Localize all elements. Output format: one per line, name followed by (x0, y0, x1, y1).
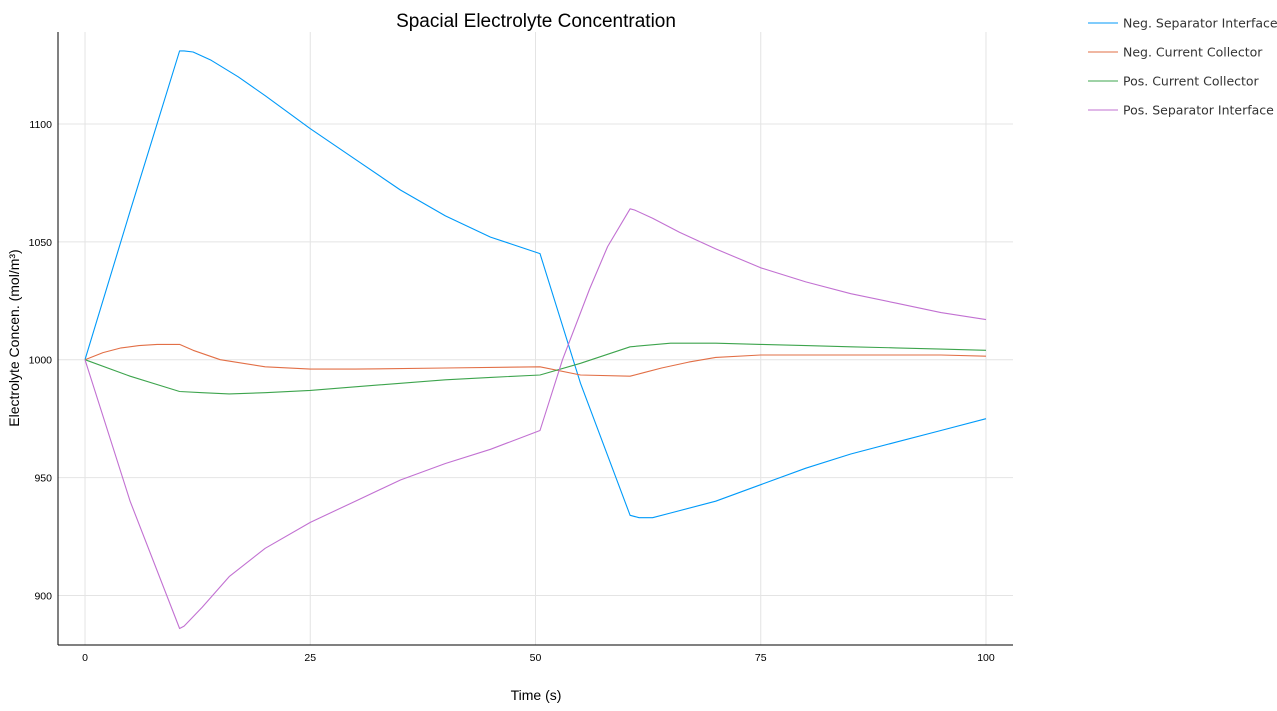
legend-label: Pos. Separator Interface (1123, 103, 1274, 118)
x-tick-label: 25 (304, 652, 316, 664)
y-tick-label: 1000 (29, 355, 53, 367)
series-layer (84, 50, 987, 630)
y-tick-label: 1100 (29, 119, 52, 131)
legend-item: Neg. Separator Interface (1088, 16, 1277, 31)
x-tick-label: 50 (530, 652, 542, 664)
series-line-1 (84, 50, 987, 519)
legend: Neg. Separator Interface Neg. Current Col… (1088, 16, 1277, 118)
legend-item: Neg. Current Collector (1088, 45, 1263, 60)
x-axis-ticks: 0 25 50 75 100 (82, 652, 995, 664)
y-tick-label: 950 (34, 473, 52, 485)
x-axis-label: Time (s) (511, 687, 562, 703)
y-tick-label: 1050 (29, 237, 53, 249)
series-line-3 (84, 342, 987, 395)
series-line-4 (84, 208, 987, 630)
legend-label: Neg. Separator Interface (1123, 16, 1277, 31)
legend-label: Pos. Current Collector (1123, 74, 1260, 89)
legend-item: Pos. Current Collector (1088, 74, 1260, 89)
legend-item: Pos. Separator Interface (1088, 103, 1274, 118)
grid-lines (58, 32, 1013, 645)
y-axis-ticks: 900 950 1000 1050 1100 (29, 119, 53, 603)
legend-label: Neg. Current Collector (1123, 45, 1263, 60)
x-tick-label: 0 (82, 652, 88, 664)
series-line-2 (84, 343, 987, 377)
y-axis-label: Electrolyte Concen. (mol/m³) (6, 249, 22, 426)
x-tick-label: 100 (977, 652, 995, 664)
chart-title: Spacial Electrolyte Concentration (396, 11, 676, 32)
x-tick-label: 75 (755, 652, 767, 664)
y-tick-label: 900 (34, 590, 52, 602)
